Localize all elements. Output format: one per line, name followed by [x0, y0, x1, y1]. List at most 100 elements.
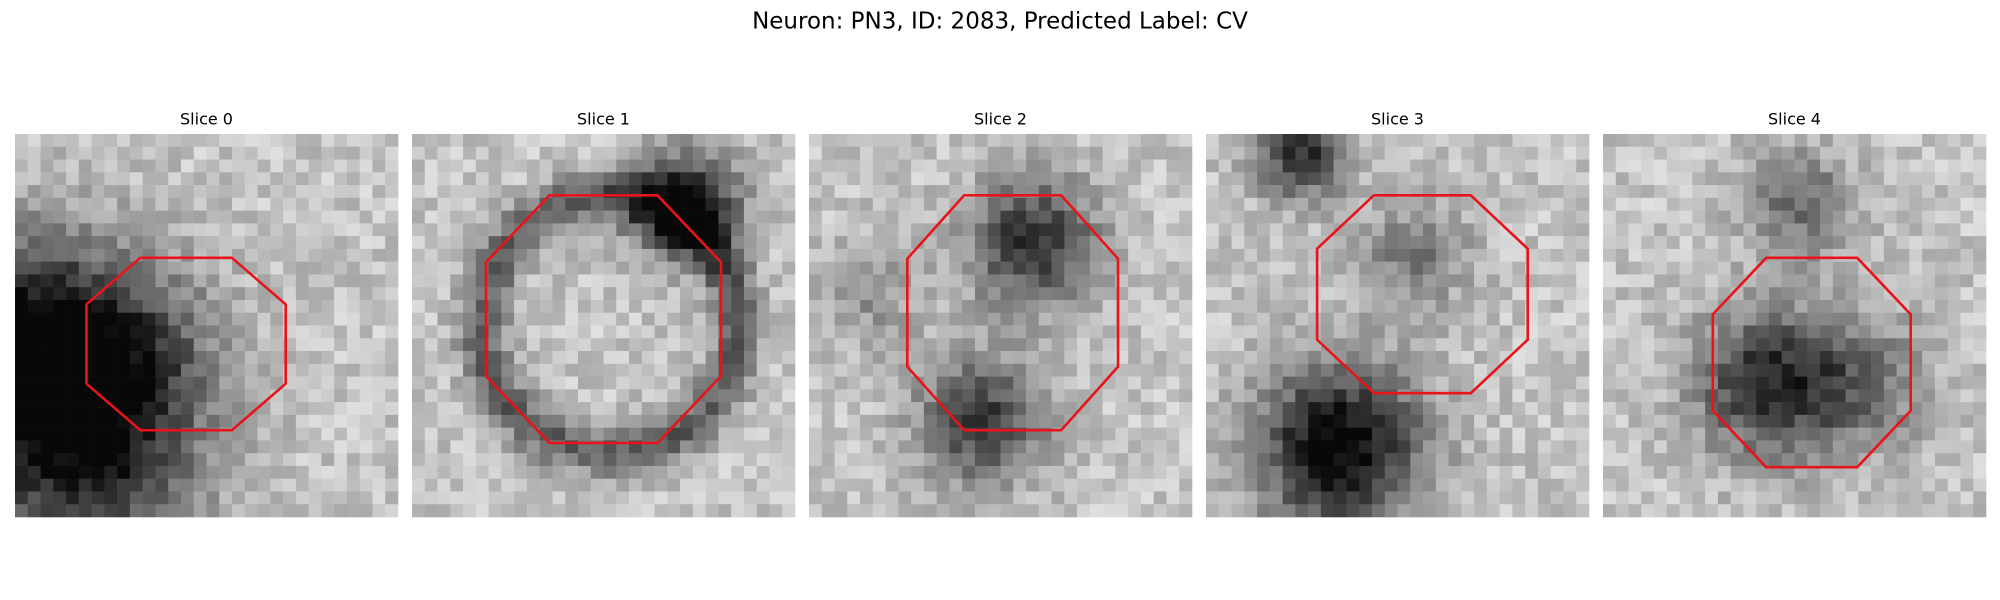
pixel	[1871, 478, 1885, 492]
pixel	[860, 312, 874, 326]
pixel	[1089, 453, 1103, 467]
pixel	[885, 210, 899, 224]
pixel	[1231, 389, 1245, 403]
pixel	[1768, 427, 1783, 441]
pixel	[1679, 453, 1693, 467]
pixel	[1461, 223, 1475, 237]
pixel	[923, 478, 937, 492]
pixel	[1269, 146, 1283, 160]
pixel	[1654, 402, 1668, 416]
pixel	[1153, 338, 1167, 352]
pixel	[641, 261, 655, 275]
pixel	[219, 325, 233, 339]
pixel	[1743, 312, 1757, 326]
pixel	[1525, 223, 1539, 237]
pixel	[142, 274, 156, 288]
pixel	[1000, 338, 1014, 352]
pixel	[1692, 427, 1706, 441]
pixel	[53, 274, 67, 288]
pixel	[232, 274, 246, 288]
pixel	[809, 274, 823, 288]
pixel	[1756, 325, 1770, 339]
pixel	[514, 197, 528, 211]
pixel	[1013, 453, 1027, 467]
pixel	[603, 351, 617, 365]
pixel	[40, 223, 54, 237]
pixel	[718, 248, 732, 262]
pixel	[1525, 389, 1539, 403]
pixel	[1922, 287, 1936, 301]
pixel	[1743, 478, 1757, 492]
pixel	[1820, 185, 1834, 199]
pixel	[78, 440, 92, 454]
pixel	[834, 504, 848, 518]
pixel	[1641, 248, 1655, 262]
pixel	[1576, 402, 1590, 416]
pixel	[1960, 210, 1974, 224]
pixel	[949, 325, 963, 339]
pixel	[987, 299, 1001, 314]
pixel	[437, 440, 451, 454]
pixel	[1679, 185, 1693, 199]
pixel	[1883, 376, 1897, 390]
pixel	[168, 287, 182, 301]
pixel	[1666, 491, 1680, 505]
pixel	[180, 414, 195, 428]
pixel	[104, 504, 118, 518]
pixel	[962, 491, 976, 505]
pixel	[270, 465, 284, 479]
pixel	[40, 236, 54, 250]
pixel	[15, 159, 29, 173]
pixel	[692, 274, 706, 288]
pixel	[142, 376, 156, 390]
pixel	[1576, 274, 1590, 288]
pixel	[680, 504, 694, 518]
pixel	[1461, 402, 1475, 416]
pixel	[1295, 287, 1309, 301]
pixel	[1026, 172, 1040, 186]
pixel	[1909, 197, 1923, 211]
pixel	[1333, 504, 1347, 518]
pixel	[1550, 236, 1564, 250]
pixel	[437, 185, 451, 199]
pixel	[949, 134, 963, 148]
pixel	[66, 185, 80, 199]
pixel	[718, 440, 732, 454]
pixel	[78, 223, 92, 237]
pixel	[372, 134, 386, 148]
pixel	[514, 402, 528, 416]
pixel	[923, 491, 937, 505]
pixel	[1371, 299, 1386, 314]
pixel	[1615, 440, 1629, 454]
pixel	[283, 159, 297, 173]
pixel	[769, 414, 783, 428]
pixel	[475, 504, 489, 518]
pixel	[1179, 338, 1193, 352]
pixel	[1295, 363, 1309, 377]
pixel	[412, 338, 426, 352]
pixel	[1781, 376, 1795, 390]
pixel	[359, 414, 373, 428]
pixel	[53, 478, 67, 492]
pixel	[1410, 440, 1424, 454]
pixel	[1794, 478, 1808, 492]
pixel	[1308, 134, 1322, 148]
pixel	[1461, 491, 1475, 505]
pixel	[257, 287, 271, 301]
pixel	[193, 338, 207, 352]
pixel	[1359, 363, 1373, 377]
pixel	[1206, 287, 1220, 301]
pixel	[987, 210, 1001, 224]
pixel	[1282, 351, 1296, 365]
pixel	[1743, 491, 1757, 505]
pixel	[450, 248, 464, 262]
pixel	[1397, 414, 1411, 428]
pixel	[1654, 197, 1668, 211]
pixel	[1026, 325, 1040, 339]
pixel	[1397, 504, 1411, 518]
pixel	[1947, 172, 1961, 186]
pixel	[346, 159, 360, 173]
pixel	[1000, 478, 1014, 492]
pixel	[1308, 248, 1322, 262]
pixel	[488, 351, 502, 365]
